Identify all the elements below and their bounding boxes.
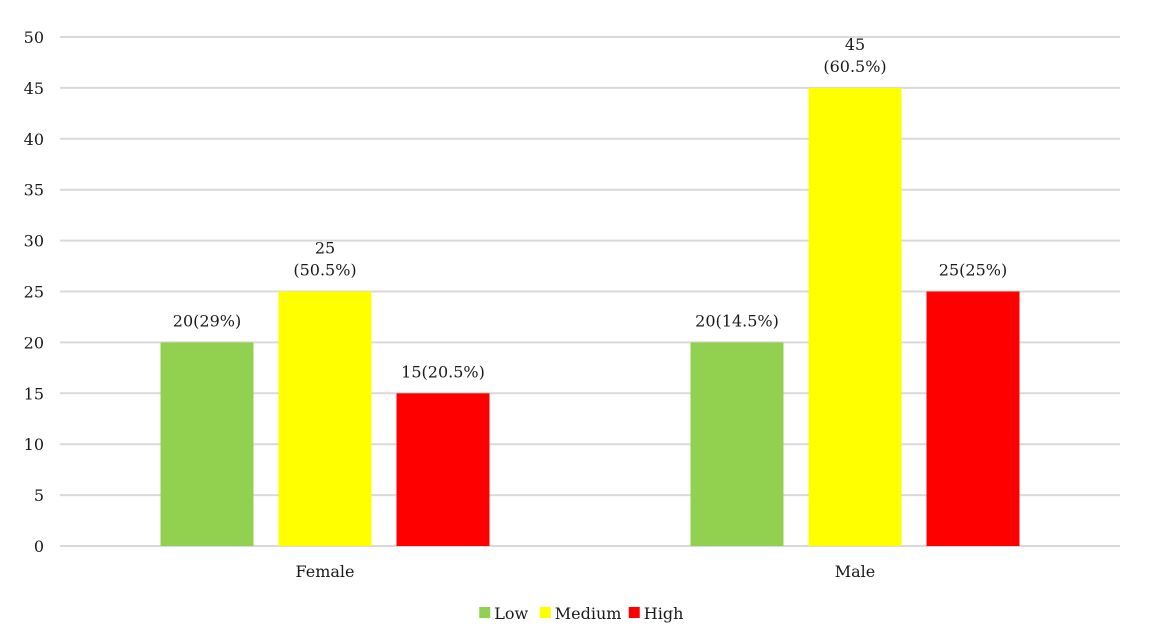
data-label: 45 bbox=[845, 35, 865, 54]
y-tick-label: 15 bbox=[24, 384, 44, 403]
data-labels: 20(29%) 25 (50.5%) 15(20.5%) 20(14.5%) 45 (60.… bbox=[173, 35, 1007, 381]
x-category-label: Female bbox=[296, 562, 355, 581]
y-tick-label: 40 bbox=[24, 130, 44, 149]
bar-high-female bbox=[396, 393, 490, 546]
y-tick-label: 30 bbox=[24, 232, 44, 251]
y-tick-label: 0 bbox=[34, 537, 44, 556]
data-label: 15(20.5%) bbox=[401, 362, 485, 381]
y-tick-label: 50 bbox=[24, 28, 44, 47]
y-tick-label: 10 bbox=[24, 435, 44, 454]
bar-low-male bbox=[690, 342, 784, 546]
data-label: (50.5%) bbox=[293, 261, 356, 280]
y-tick-label: 20 bbox=[24, 333, 44, 352]
legend-swatch bbox=[539, 607, 551, 618]
data-label: 25(25%) bbox=[939, 261, 1007, 280]
legend-swatch bbox=[479, 607, 491, 618]
data-label: 20(14.5%) bbox=[695, 311, 779, 330]
legend-label: Low bbox=[494, 604, 528, 623]
data-label: (60.5%) bbox=[823, 57, 886, 76]
legend-item-high: High bbox=[628, 604, 684, 623]
legend-item-low: Low bbox=[479, 604, 529, 623]
x-axis-categories: Female Male bbox=[296, 562, 876, 581]
bars bbox=[160, 87, 1020, 547]
y-tick-label: 25 bbox=[24, 283, 44, 302]
bar-low-female bbox=[160, 342, 254, 546]
x-category-label: Male bbox=[835, 562, 876, 581]
legend-label: High bbox=[644, 604, 684, 623]
data-label: 25 bbox=[315, 239, 335, 258]
legend-item-medium: Medium bbox=[539, 604, 622, 623]
data-label: 20(29%) bbox=[173, 311, 241, 330]
y-axis-ticks: 0 5 10 15 20 25 30 35 40 45 50 bbox=[24, 28, 44, 556]
legend: Low Medium High bbox=[479, 604, 683, 623]
bar-medium-male bbox=[808, 87, 902, 547]
y-tick-label: 45 bbox=[24, 79, 44, 98]
bar-high-male bbox=[926, 291, 1020, 546]
y-tick-label: 35 bbox=[24, 181, 44, 200]
legend-label: Medium bbox=[555, 604, 622, 623]
y-tick-label: 5 bbox=[34, 486, 44, 505]
legend-swatch bbox=[628, 607, 640, 618]
bar-medium-female bbox=[278, 291, 372, 546]
